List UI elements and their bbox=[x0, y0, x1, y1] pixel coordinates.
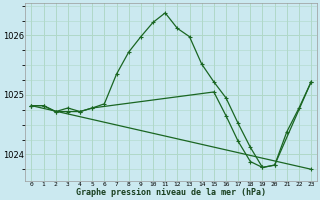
X-axis label: Graphe pression niveau de la mer (hPa): Graphe pression niveau de la mer (hPa) bbox=[76, 188, 266, 197]
